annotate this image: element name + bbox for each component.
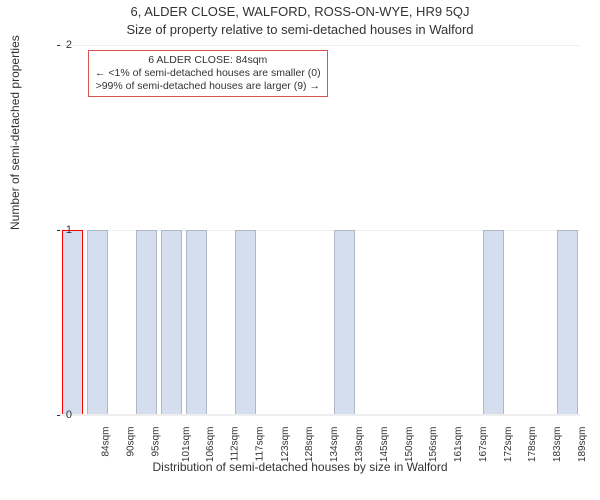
x-tick-label: 156sqm [428, 427, 439, 463]
x-tick-label: 150sqm [404, 427, 415, 463]
bar [136, 230, 157, 415]
y-tick-mark [57, 45, 60, 46]
x-tick-label: 145sqm [379, 427, 390, 463]
bar [235, 230, 256, 415]
chart-container: 6, ALDER CLOSE, WALFORD, ROSS-ON-WYE, HR… [0, 0, 600, 500]
bar [87, 230, 108, 415]
callout-line1: 6 ALDER CLOSE: 84sqm [95, 54, 321, 67]
gridline [60, 415, 580, 416]
bar [186, 230, 207, 415]
y-tick-label: 0 [52, 409, 72, 421]
x-tick-label: 101sqm [181, 427, 192, 463]
y-tick-mark [57, 415, 60, 416]
x-tick-label: 189sqm [577, 427, 588, 463]
plot-area [60, 45, 580, 415]
x-axis-title: Distribution of semi-detached houses by … [0, 460, 600, 474]
chart-title-sub: Size of property relative to semi-detach… [0, 22, 600, 37]
callout-box: 6 ALDER CLOSE: 84sqm ← <1% of semi-detac… [88, 50, 328, 97]
x-tick-label: 167sqm [478, 427, 489, 463]
y-tick-label: 1 [52, 224, 72, 236]
bar [483, 230, 504, 415]
y-tick-mark [57, 230, 60, 231]
x-axis-line [60, 414, 580, 415]
y-tick-label: 2 [52, 39, 72, 51]
bar [557, 230, 578, 415]
x-tick-label: 106sqm [206, 427, 217, 463]
x-tick-label: 139sqm [354, 427, 365, 463]
bar [334, 230, 355, 415]
x-tick-label: 90sqm [126, 427, 137, 457]
x-tick-label: 183sqm [552, 427, 563, 463]
x-tick-label: 161sqm [453, 427, 464, 463]
x-tick-label: 172sqm [503, 427, 514, 463]
x-tick-label: 123sqm [280, 427, 291, 463]
x-tick-label: 95sqm [150, 427, 161, 457]
x-tick-label: 128sqm [305, 427, 316, 463]
x-tick-label: 84sqm [101, 427, 112, 457]
bar-highlight [62, 230, 83, 415]
gridline [60, 45, 580, 46]
chart-title-main: 6, ALDER CLOSE, WALFORD, ROSS-ON-WYE, HR… [0, 4, 600, 19]
callout-line3: >99% of semi-detached houses are larger … [95, 80, 321, 93]
y-axis-title: Number of semi-detached properties [8, 35, 22, 230]
x-tick-label: 178sqm [527, 427, 538, 463]
x-tick-label: 134sqm [329, 427, 340, 463]
x-tick-label: 117sqm [254, 427, 265, 462]
callout-line2: ← <1% of semi-detached houses are smalle… [95, 67, 321, 80]
x-tick-label: 112sqm [230, 427, 241, 462]
bar [161, 230, 182, 415]
